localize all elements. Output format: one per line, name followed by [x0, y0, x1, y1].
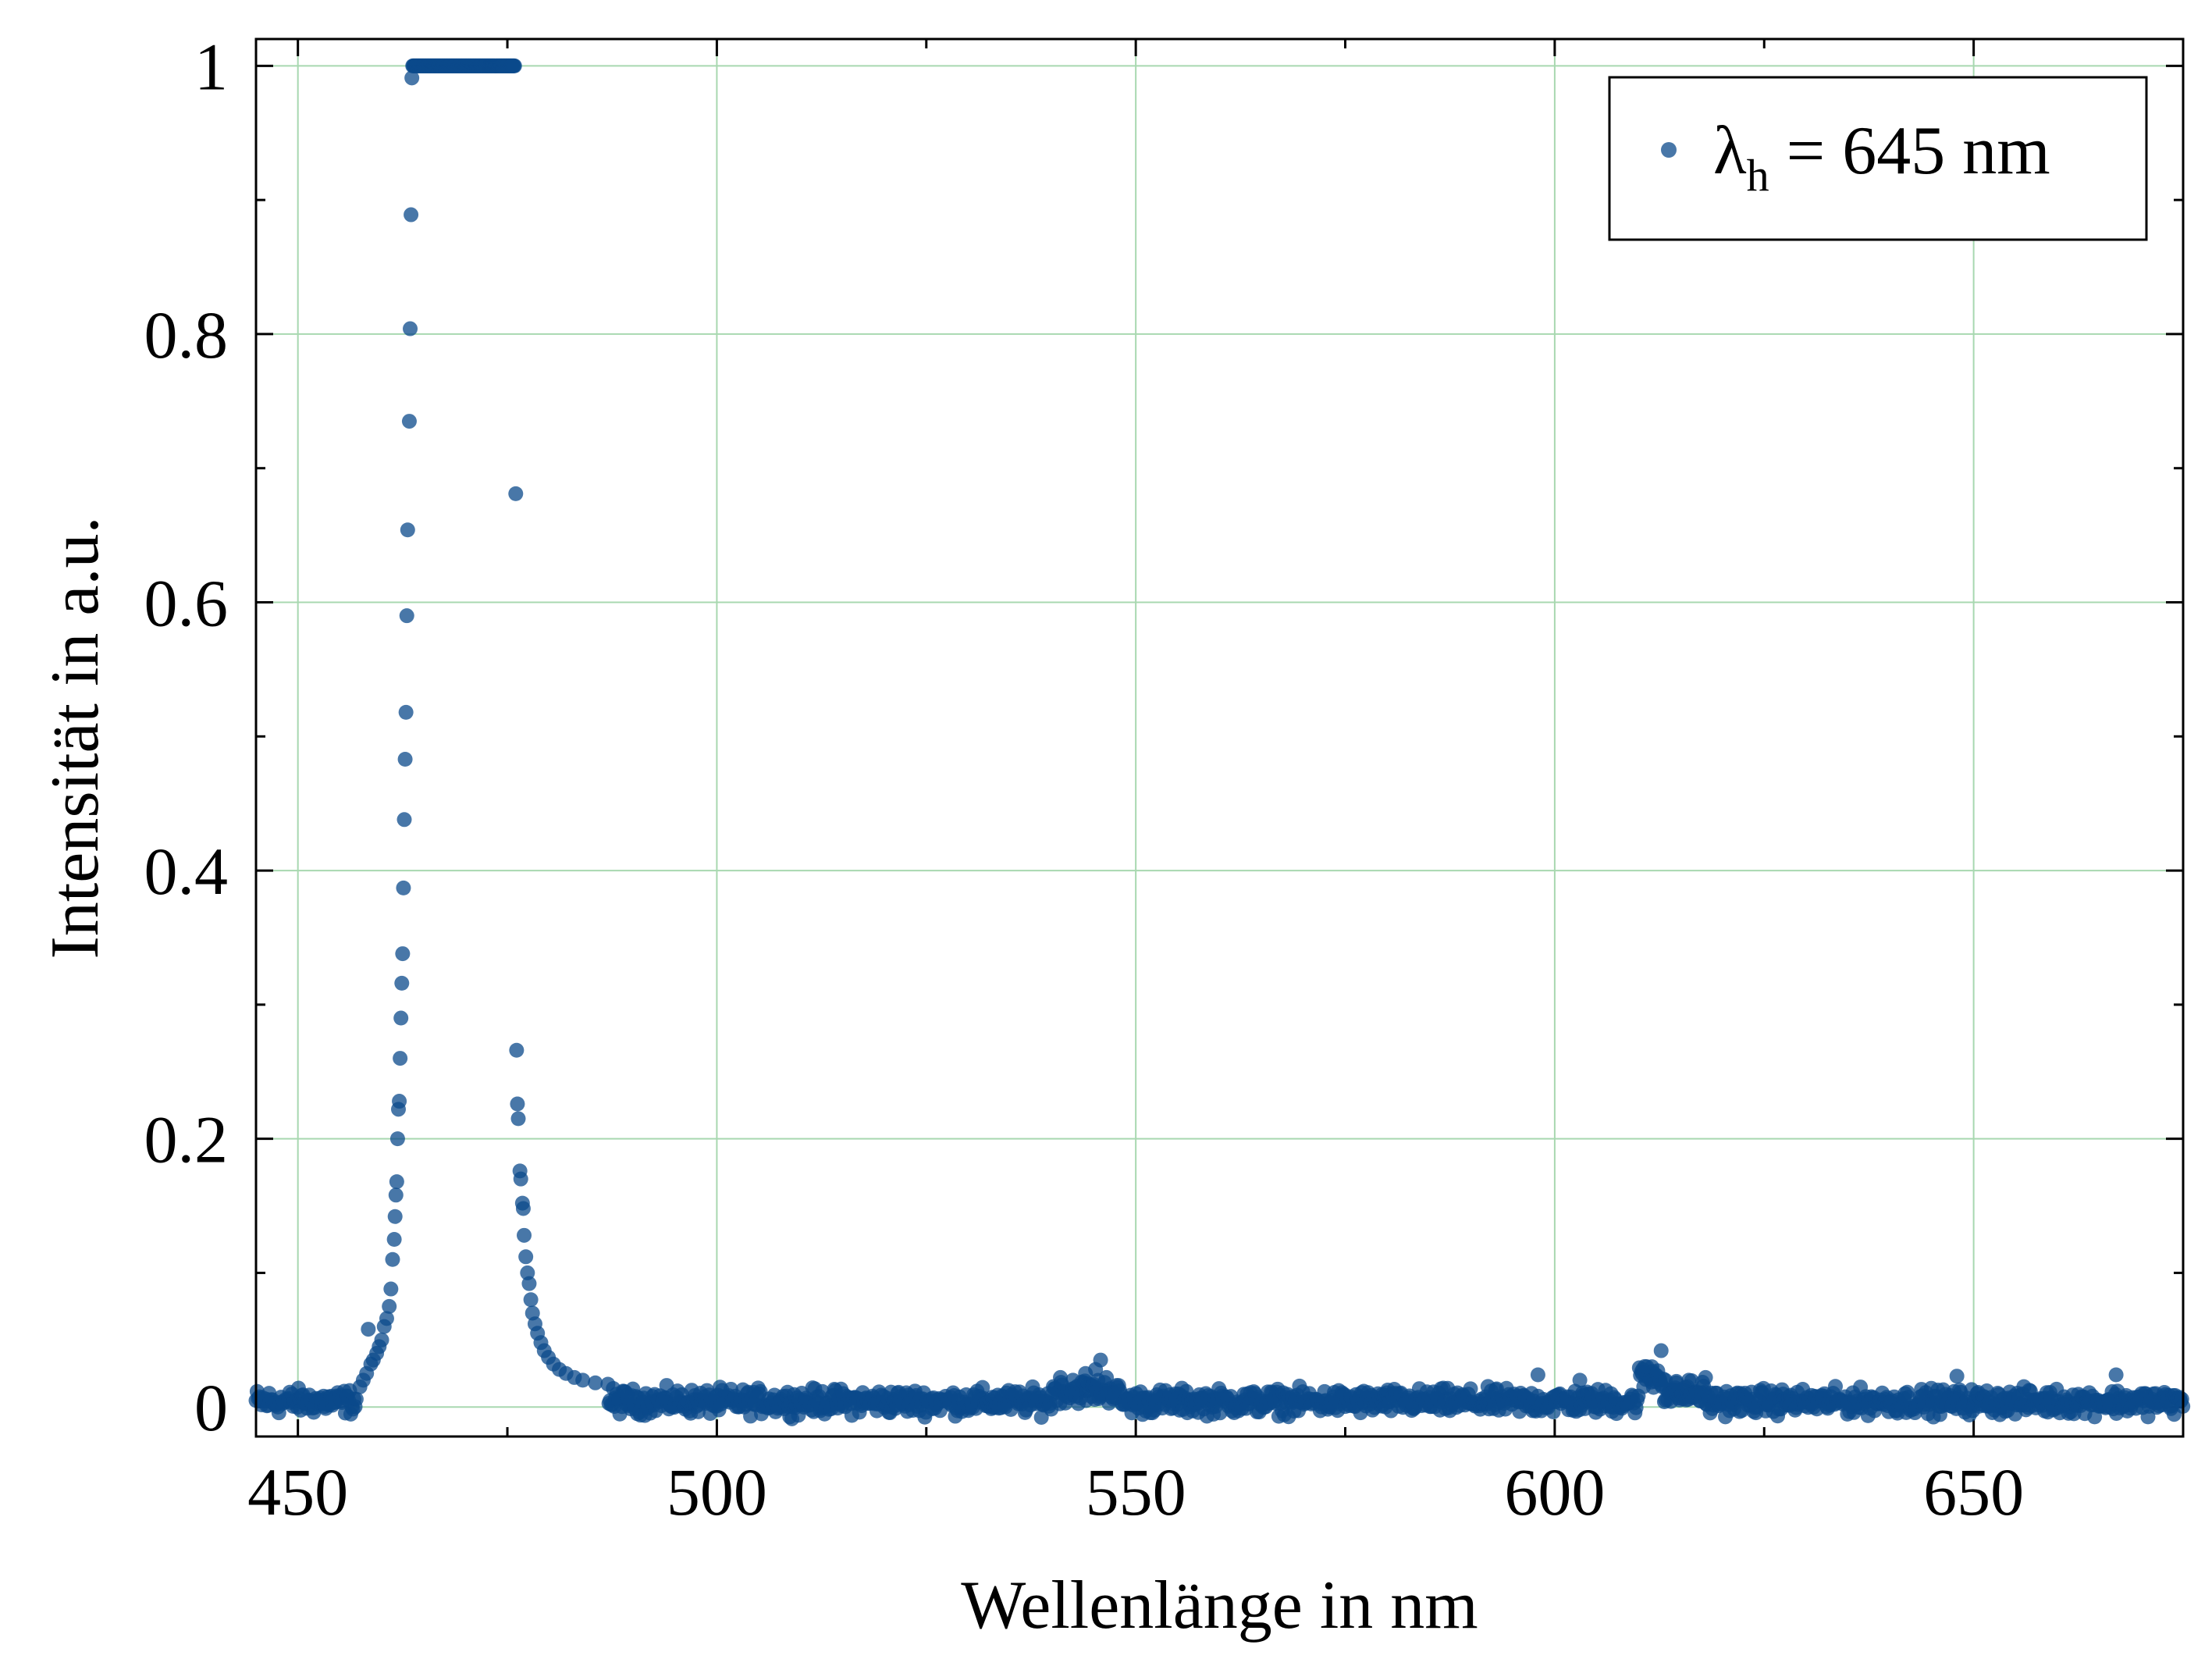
data-point	[397, 812, 412, 828]
data-point	[1099, 1369, 1115, 1385]
data-point	[1053, 1369, 1069, 1385]
data-point	[588, 1375, 603, 1390]
data-point	[1065, 1372, 1081, 1388]
data-point	[523, 1292, 539, 1308]
data-point	[399, 608, 414, 624]
data-point	[1681, 1372, 1697, 1388]
data-points	[248, 58, 2191, 1426]
y-tick-label: 1	[194, 29, 228, 104]
legend-value: = 645 nm	[1769, 113, 2050, 189]
baseline-point	[1828, 1379, 1844, 1394]
legend: λh = 645 nm	[1608, 76, 2148, 241]
plot-frame	[254, 37, 2185, 1438]
data-point	[517, 1227, 532, 1243]
axis-ticks	[256, 39, 2185, 1436]
data-point	[404, 207, 419, 223]
data-point	[387, 1209, 403, 1224]
data-point	[510, 1111, 526, 1127]
data-point	[404, 70, 420, 86]
data-point	[521, 1276, 537, 1291]
data-point	[1572, 1372, 1588, 1388]
x-tick-label: 650	[1923, 1454, 2024, 1529]
data-point	[1949, 1369, 1965, 1384]
plateau-point	[507, 58, 522, 73]
data-point	[575, 1372, 591, 1388]
baseline-point	[348, 1391, 364, 1407]
y-axis-title: Intensität in a.u.	[37, 517, 113, 959]
data-point	[1698, 1369, 1713, 1385]
y-tick-label: 0.2	[144, 1102, 229, 1177]
data-point	[400, 522, 415, 538]
data-point	[382, 1298, 397, 1314]
data-point	[1530, 1367, 1545, 1383]
data-point	[374, 1332, 389, 1347]
data-point	[395, 946, 411, 962]
data-point	[518, 1249, 534, 1265]
data-point	[401, 414, 417, 429]
x-tick-label: 450	[247, 1454, 348, 1529]
data-point	[389, 1131, 405, 1147]
data-point	[396, 880, 411, 895]
y-tick-label: 0.6	[144, 565, 229, 640]
data-point	[398, 704, 414, 720]
legend-box	[1608, 76, 2148, 241]
data-point	[361, 1322, 376, 1337]
y-tick-label: 0.4	[144, 834, 229, 909]
data-point	[386, 1231, 402, 1247]
x-tick-label: 600	[1504, 1454, 1605, 1529]
baseline-point	[975, 1380, 990, 1395]
data-point	[600, 1376, 616, 1392]
data-point	[515, 1201, 531, 1216]
data-point	[513, 1171, 528, 1187]
baseline-point	[1033, 1409, 1049, 1425]
data-point	[394, 975, 410, 991]
legend-label: λh = 645 nm	[1713, 113, 2050, 201]
y-tick-label: 0	[194, 1370, 228, 1445]
data-point	[392, 1094, 407, 1109]
legend-subscript: h	[1747, 150, 1769, 201]
data-point	[2108, 1367, 2124, 1383]
data-point	[1669, 1375, 1684, 1390]
data-point	[393, 1010, 409, 1026]
data-point	[403, 321, 418, 336]
data-point	[389, 1174, 404, 1190]
data-point	[383, 1281, 399, 1297]
x-tick-label: 500	[667, 1454, 767, 1529]
data-point	[509, 1042, 525, 1058]
data-point	[379, 1311, 394, 1326]
data-point	[510, 1096, 525, 1112]
grid-lines	[256, 39, 2183, 1436]
data-point	[1093, 1352, 1108, 1368]
data-point	[388, 1187, 404, 1203]
x-tick-label: 550	[1086, 1454, 1186, 1529]
legend-symbol: λ	[1713, 113, 1747, 189]
data-point	[397, 751, 413, 767]
x-tick-labels: 450 500 550 600 650	[247, 1454, 2024, 1529]
data-point	[1653, 1343, 1669, 1358]
baseline-point	[1463, 1381, 1478, 1397]
x-axis-title: Wellenlänge in nm	[961, 1568, 1478, 1643]
data-point	[508, 486, 524, 501]
y-tick-label: 0.8	[144, 297, 229, 372]
legend-marker	[1661, 142, 1677, 158]
y-tick-labels: 0 0.2 0.4 0.6 0.8 1	[144, 29, 229, 1445]
data-point	[393, 1051, 408, 1066]
data-point	[385, 1251, 400, 1267]
